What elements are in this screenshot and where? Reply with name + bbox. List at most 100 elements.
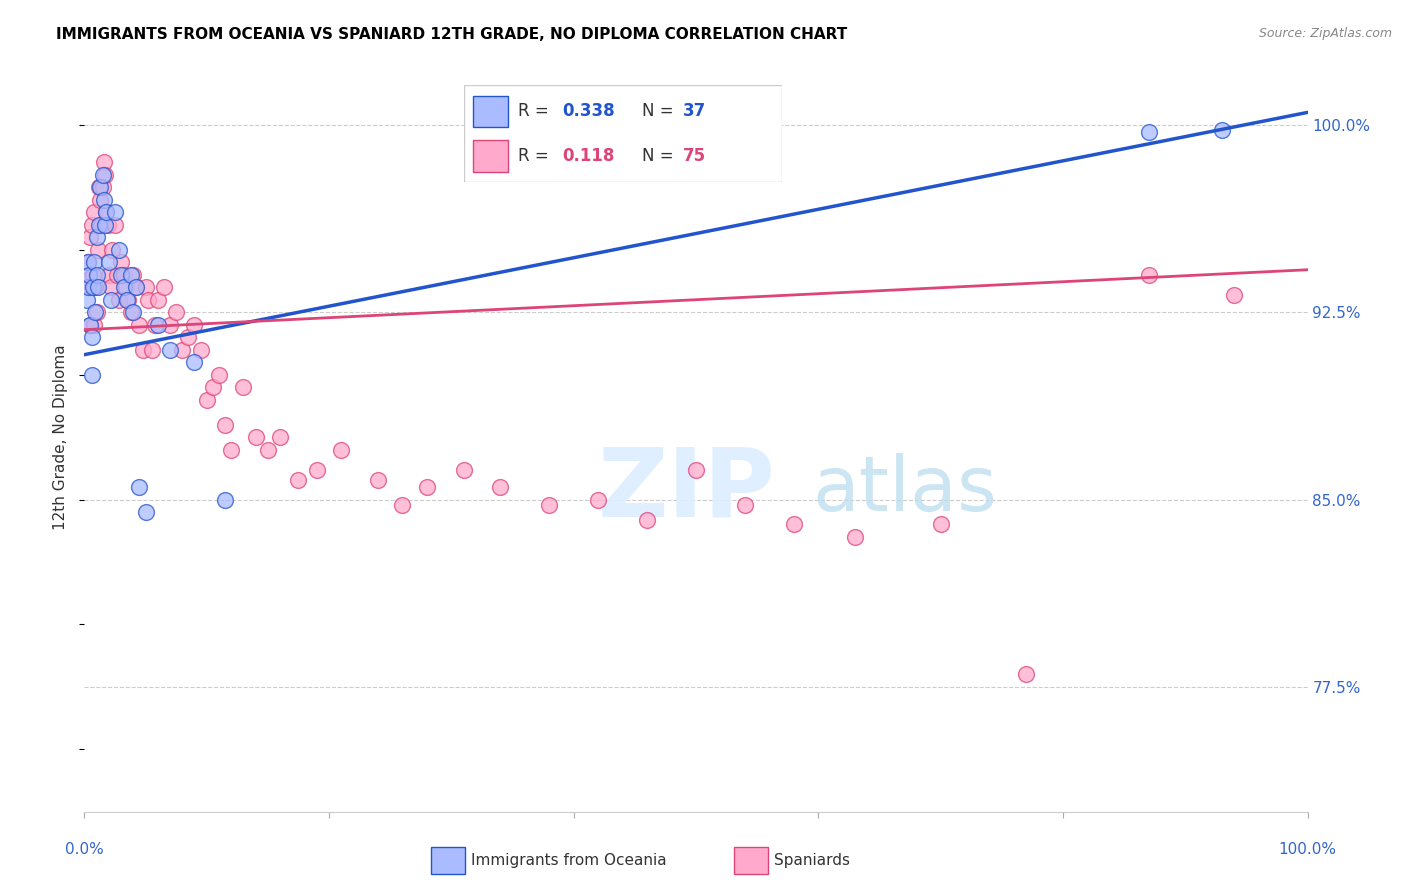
Point [844, 530, 866, 544]
Point [104, 205, 127, 219]
Point [586, 492, 609, 507]
Point [79, 318, 101, 332]
Point [453, 462, 475, 476]
Bar [430, 847, 465, 874]
Point [79, 230, 101, 244]
Point [177, 330, 200, 344]
Point [219, 442, 242, 457]
Point [135, 280, 157, 294]
Point [79, 318, 101, 332]
Point [112, 280, 135, 294]
Point [97, 255, 120, 269]
Point [128, 318, 150, 332]
Point [165, 305, 187, 319]
Point [77, 255, 100, 269]
Text: Source: ZipAtlas.com: Source: ZipAtlas.com [1258, 27, 1392, 40]
Point [91, 168, 114, 182]
Point [120, 305, 142, 319]
Point [82, 268, 104, 282]
Point [1211, 123, 1233, 137]
Point [87, 218, 110, 232]
Point [84, 280, 107, 294]
Point [367, 473, 389, 487]
Point [125, 280, 148, 294]
Point [83, 318, 105, 332]
Point [104, 218, 127, 232]
Point [84, 305, 107, 319]
Point [416, 480, 439, 494]
Point [122, 268, 145, 282]
Point [80, 218, 103, 232]
Point [125, 280, 148, 294]
Point [76, 293, 98, 307]
Point [94, 218, 117, 232]
Point [83, 255, 105, 269]
Point [93, 155, 115, 169]
Point [83, 205, 105, 219]
Point [87, 180, 110, 194]
Point [245, 430, 267, 444]
Point [110, 255, 132, 269]
Point [91, 180, 114, 194]
Point [110, 268, 132, 282]
Point [159, 343, 181, 357]
Text: 0.0%: 0.0% [65, 842, 104, 857]
Point [89, 193, 111, 207]
Point [136, 293, 159, 307]
Point [1015, 667, 1038, 681]
Point [80, 330, 103, 344]
Point [86, 268, 108, 282]
Point [80, 368, 103, 382]
Point [101, 243, 124, 257]
Point [100, 293, 122, 307]
Point [97, 218, 120, 232]
Point [87, 280, 110, 294]
Point [146, 318, 169, 332]
Point [214, 492, 236, 507]
Point [190, 343, 212, 357]
Point [195, 392, 218, 407]
Point [115, 293, 138, 307]
Point [105, 268, 128, 282]
Point [1137, 125, 1160, 139]
Point [287, 473, 309, 487]
Text: ZIP: ZIP [598, 443, 776, 536]
Point [93, 193, 115, 207]
Text: 100.0%: 100.0% [1278, 842, 1337, 857]
Point [269, 430, 291, 444]
Bar [734, 847, 768, 874]
Point [159, 318, 181, 332]
Point [128, 480, 150, 494]
Point [232, 380, 254, 394]
Point [82, 280, 104, 294]
Point [1137, 268, 1160, 282]
Point [208, 368, 231, 382]
Point [201, 380, 224, 394]
Point [100, 280, 122, 294]
Point [214, 417, 236, 432]
Point [1223, 287, 1246, 301]
Point [117, 293, 139, 307]
Point [391, 498, 413, 512]
Point [77, 268, 100, 282]
Point [77, 255, 100, 269]
Text: Spaniards: Spaniards [775, 854, 851, 868]
Point [143, 318, 166, 332]
Text: atlas: atlas [813, 452, 997, 526]
Point [636, 512, 658, 526]
Y-axis label: 12th Grade, No Diploma: 12th Grade, No Diploma [53, 344, 69, 530]
Point [929, 517, 952, 532]
Text: IMMIGRANTS FROM OCEANIA VS SPANIARD 12TH GRADE, NO DIPLOMA CORRELATION CHART: IMMIGRANTS FROM OCEANIA VS SPANIARD 12TH… [56, 27, 848, 42]
Point [96, 205, 118, 219]
Point [115, 280, 138, 294]
Point [94, 168, 117, 182]
Point [489, 480, 512, 494]
Text: Immigrants from Oceania: Immigrants from Oceania [471, 854, 666, 868]
Point [77, 280, 100, 294]
Point [132, 343, 155, 357]
Point [107, 293, 129, 307]
Point [107, 243, 129, 257]
Point [146, 293, 169, 307]
Point [330, 442, 353, 457]
Point [153, 280, 176, 294]
